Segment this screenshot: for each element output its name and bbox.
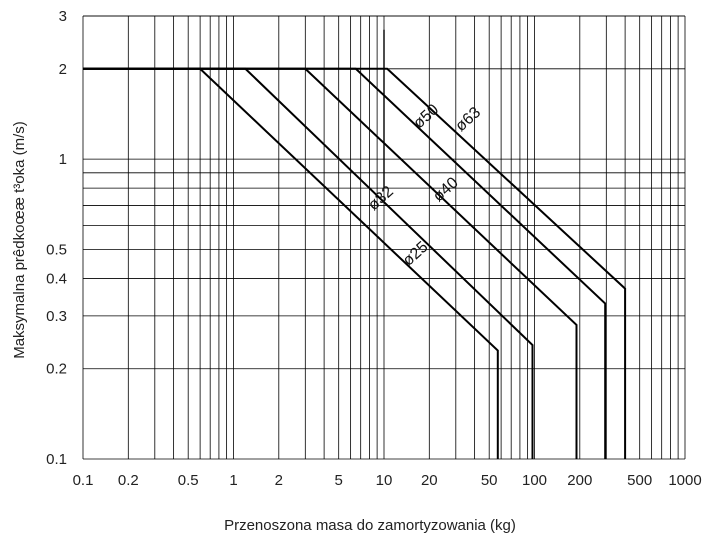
- x-tick-label: 50: [481, 472, 498, 489]
- y-axis-label: Maksymalna prêdkoœæ t³oka (m/s): [11, 121, 28, 359]
- series-label: ø63: [452, 104, 484, 135]
- x-tick-label: 1: [229, 472, 237, 489]
- series-line-d25: [83, 67, 499, 459]
- grid-layer: [82, 15, 686, 460]
- x-tick-label: 500: [627, 472, 652, 489]
- x-tick-label: 1000: [668, 472, 701, 489]
- series-label: ø40: [430, 174, 462, 205]
- x-tick-label: 10: [376, 472, 393, 489]
- x-tick-label: 0.5: [178, 472, 199, 489]
- x-tick-label: 200: [567, 472, 592, 489]
- x-tick-label: 0.1: [73, 472, 94, 489]
- x-tick-label: 5: [335, 472, 343, 489]
- y-tick-label: 1: [59, 151, 67, 168]
- y-tick-label: 0.3: [46, 308, 67, 325]
- x-tick-label: 20: [421, 472, 438, 489]
- series-line-d63: [83, 67, 627, 459]
- y-tick-label: 0.2: [46, 361, 67, 378]
- series-layer: [83, 29, 627, 459]
- tick-labels: 0.1 0.2 0.5 1 2 5 10 20 50 100 200 500 1000 0.1 0.2 0.3…: [46, 8, 702, 489]
- x-axis-label: Przenoszona masa do zamortyzowania (kg): [224, 517, 516, 534]
- y-tick-label: 3: [59, 8, 67, 25]
- series-line-d40: [83, 67, 578, 459]
- x-tick-label: 2: [275, 472, 283, 489]
- x-tick-label: 100: [522, 472, 547, 489]
- y-tick-label: 0.5: [46, 241, 67, 258]
- series-line-d50: [83, 67, 607, 459]
- y-tick-label: 0.1: [46, 451, 67, 468]
- y-tick-label: 0.4: [46, 270, 67, 287]
- series-label: ø50: [410, 101, 442, 132]
- x-tick-label: 0.2: [118, 472, 139, 489]
- y-tick-label: 2: [59, 61, 67, 78]
